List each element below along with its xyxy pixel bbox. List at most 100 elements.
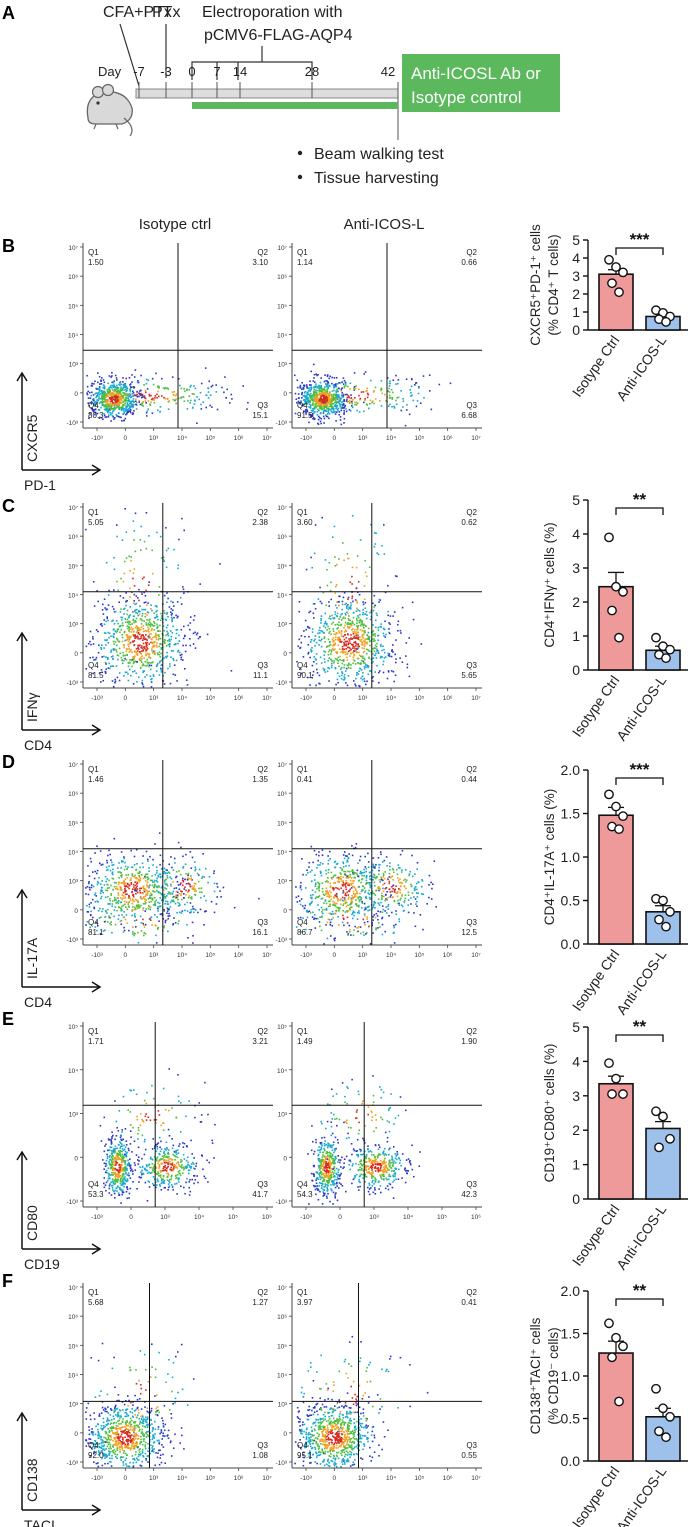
y-tick-label: 0 (74, 651, 78, 658)
flow-plot: 10⁷ 10⁶ 10⁵ 10⁴ 10³ 0 -10³ -10³ 0 10³ 10⁴ 10⁵ 10⁶ 10⁷… (275, 503, 482, 702)
y-marker-label: IL-17A (24, 937, 40, 979)
data-point (654, 1142, 664, 1153)
quadrant-percent: 2.38 (252, 518, 268, 527)
quadrant-name: Q3 (466, 1441, 477, 1450)
panel-letter-b: B (2, 236, 15, 256)
quadrant-name: Q4 (297, 661, 308, 670)
x-tick-label: 10³ (149, 435, 159, 442)
y-tick-label: 10⁴ (277, 1068, 287, 1075)
x-tick-label: 10³ (149, 1475, 159, 1482)
quadrant-name: Q4 (297, 401, 308, 410)
x-tick-label: 10⁴ (386, 695, 396, 702)
x-tick-label: 10³ (358, 1475, 368, 1482)
y-marker-label: CD138 (24, 1458, 40, 1502)
data-point (658, 1111, 668, 1122)
x-tick-label: 10⁷ (471, 1475, 481, 1482)
x-tick-label: 10⁵ (437, 1214, 447, 1221)
x-tick-label: -10³ (91, 435, 103, 442)
y-axis-label: (% CD4⁺ T cells) (546, 234, 561, 335)
panel-letter-a: A (2, 3, 15, 23)
y-tick-label: 10⁵ (277, 303, 287, 310)
day-label: 28 (305, 64, 319, 79)
x-tick-label: 10⁷ (262, 1475, 272, 1482)
y-tick-label: 10⁴ (277, 333, 287, 340)
data-point (607, 1352, 617, 1363)
y-tick-label: 10⁴ (68, 1373, 78, 1380)
quadrant-percent: 3.10 (252, 258, 268, 267)
flow-plot: 10⁵ 10⁴ 10³ 0 -10³ -10³ 0 10³ 10⁴ 10⁵ 10⁶ Q11.71 Q23… (66, 1022, 273, 1221)
x-tick-label: 10⁴ (177, 695, 187, 702)
bar-chart: 0.0 0.5 1.0 1.5 2.0 CD4⁺IL-17A⁺ cells (%) Isot… (542, 760, 688, 1018)
treatment-box-line2: Isotype control (411, 88, 522, 107)
x-tick-label: 10⁵ (414, 1475, 424, 1482)
data-point (604, 1058, 614, 1069)
x-tick-label: -10³ (91, 695, 103, 702)
y-tick-label: -10³ (66, 680, 78, 687)
bullet-tissue-harvest: Tissue harvesting (314, 170, 439, 187)
quadrant-name: Q2 (466, 1027, 477, 1036)
quadrant-name: Q4 (88, 401, 99, 410)
quadrant-percent: 12.5 (461, 928, 477, 937)
x-tick-label: 10⁴ (177, 1475, 187, 1482)
quadrant-name: Q4 (297, 918, 308, 927)
x-tick-label: 0 (129, 1214, 133, 1221)
quadrant-name: Q3 (257, 1441, 268, 1450)
y-tick-label: 10³ (278, 1112, 288, 1119)
x-tick-label: 0 (333, 435, 337, 442)
y-tick-label: -10³ (66, 1460, 78, 1467)
x-tick-label: 10⁶ (443, 695, 453, 702)
y-tick-label: 1.5 (561, 1326, 581, 1342)
x-tick-label: 10⁶ (234, 952, 244, 959)
data-point (611, 262, 621, 272)
y-tick-label: 0.5 (561, 1411, 581, 1427)
y-tick-label: 0 (283, 1431, 287, 1438)
y-tick-label: 10⁴ (68, 593, 78, 600)
significance-bracket (615, 507, 664, 515)
quadrant-name: Q1 (297, 765, 308, 774)
quadrant-name: Q1 (88, 765, 99, 774)
y-tick-label: 3 (572, 268, 580, 284)
quadrant-percent: 0.55 (461, 1451, 477, 1460)
data-point (604, 532, 614, 543)
y-tick-label: 10³ (69, 362, 79, 369)
quadrant-name: Q1 (297, 508, 308, 517)
bar-isotype-ctrl (598, 585, 634, 671)
flow-plot: 10⁷ 10⁶ 10⁵ 10⁴ 10³ 0 -10³ -10³ 0 10³ 10⁴ 10⁵ 10⁶ 10⁷… (66, 503, 273, 702)
panel-letters: A B C D E F (2, 3, 15, 1291)
day-labels: -7 -3 0 7 14 28 42 (133, 64, 395, 79)
flow-row: IL-17A CD4 10⁷ 10⁶ 10⁵ 10⁴ 10³ 0 -10³ -10³ 0 10³ 10⁴… (16, 760, 482, 1010)
quadrant-percent: 1.27 (252, 1298, 268, 1307)
y-tick-label: 10⁵ (68, 1024, 78, 1031)
x-tick-label: 10³ (358, 695, 368, 702)
bar-isotype-ctrl (598, 1352, 634, 1462)
y-tick-label: 2 (572, 594, 580, 610)
y-tick-label: -10³ (275, 1199, 287, 1206)
data-point (614, 1396, 624, 1407)
day-label: -7 (133, 64, 145, 79)
category-label: Anti-ICOS-L (613, 672, 670, 743)
y-tick-label: 10³ (278, 1402, 288, 1409)
x-tick-label: 10⁴ (403, 1214, 413, 1221)
y-tick-label: 10⁴ (277, 850, 287, 857)
data-point (604, 789, 614, 800)
quadrant-name: Q3 (466, 1180, 477, 1189)
data-point (665, 906, 675, 917)
quadrant-percent: 0.66 (461, 258, 477, 267)
bar-chart: 0 1 2 3 4 5 CD4⁺IFNγ⁺ cells (%) Isotype CtrlAnt… (542, 490, 688, 744)
flow-plot: 10⁷ 10⁶ 10⁵ 10⁴ 10³ 0 -10³ -10³ 0 10³ 10⁴ 10⁵ 10⁶ 10⁷… (275, 1283, 482, 1482)
y-tick-label: 1.0 (561, 849, 581, 865)
data-point (611, 801, 621, 812)
data-point (661, 316, 671, 327)
y-tick-label: 3 (572, 560, 580, 576)
x-tick-label: 10⁴ (177, 952, 187, 959)
quadrant-percent: 5.68 (88, 1298, 104, 1307)
y-tick-label: 0 (572, 322, 580, 338)
y-axis-label: CD4⁺IFNγ⁺ cells (%) (542, 522, 557, 647)
category-label: Anti-ICOS-L (613, 332, 670, 403)
quadrant-percent: 1.71 (88, 1037, 104, 1046)
y-tick-label: 10⁵ (277, 820, 287, 827)
y-tick-label: 0 (572, 1191, 580, 1207)
y-tick-label: 10⁶ (277, 1314, 287, 1321)
quadrant-name: Q1 (88, 1288, 99, 1297)
